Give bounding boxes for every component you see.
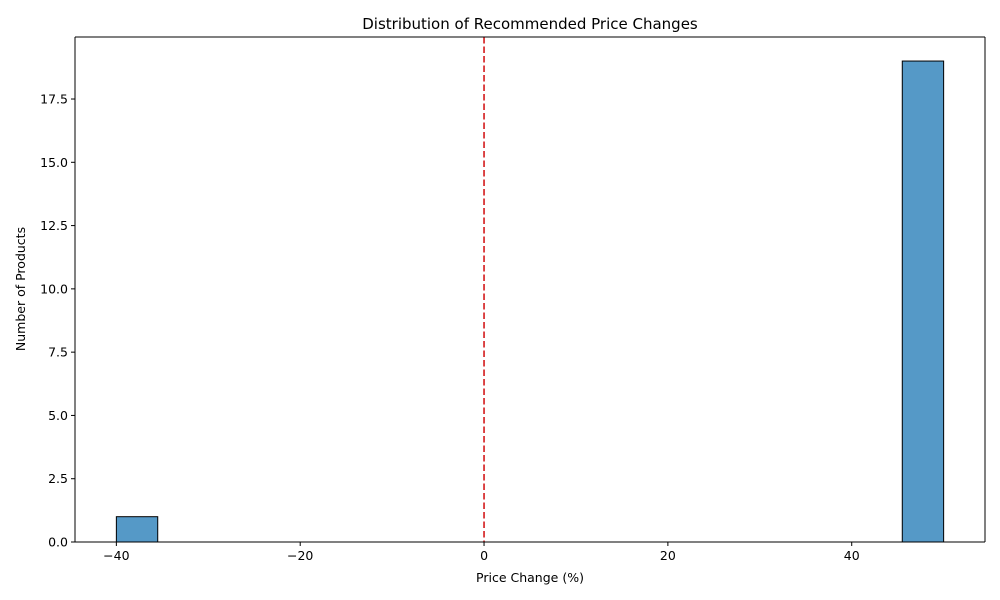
y-ticks-group: 0.0 2.5 5.0 7.5 10.0 12.5 15.0 17.5 (40, 92, 75, 550)
x-tick-label: 20 (660, 548, 676, 563)
axes-group (74, 36, 986, 543)
y-tick-label: 17.5 (40, 92, 68, 107)
histogram-bar-0 (115, 516, 159, 543)
y-tick-label: 5.0 (48, 408, 68, 423)
y-tick-label: 12.5 (40, 218, 68, 233)
histogram-bar-19 (901, 60, 945, 543)
x-ticks-group: −40 −20 0 20 40 (103, 542, 860, 563)
chart-title: Distribution of Recommended Price Change… (362, 15, 698, 33)
x-tick-label: −40 (103, 548, 129, 563)
x-tick-label: 0 (480, 548, 488, 563)
x-axis-label: Price Change (%) (476, 570, 584, 585)
x-tick-label: 40 (844, 548, 860, 563)
bars-group (115, 60, 945, 543)
y-tick-label: 15.0 (40, 155, 68, 170)
y-tick-label: 10.0 (40, 281, 68, 296)
y-tick-label: 2.5 (48, 471, 68, 486)
y-tick-label: 7.5 (48, 345, 68, 360)
x-tick-label: −20 (287, 548, 313, 563)
y-axis-label: Number of Products (13, 227, 28, 351)
y-tick-label: 0.0 (48, 535, 68, 550)
